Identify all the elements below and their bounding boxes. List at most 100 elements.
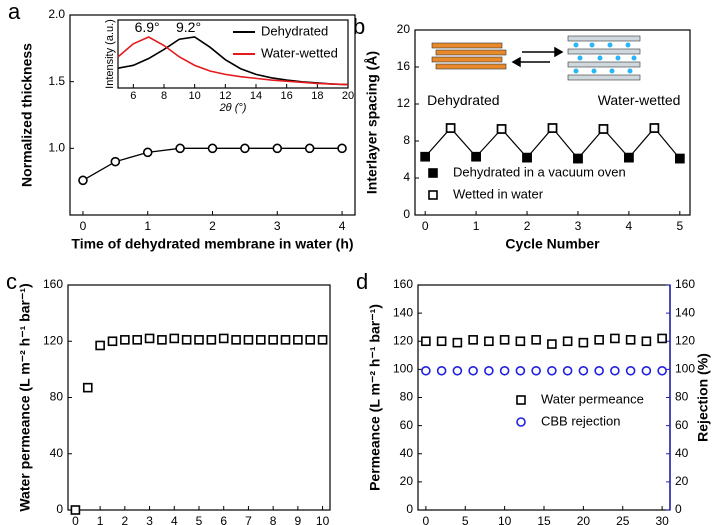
connector [552,127,579,159]
legend-marker [428,168,438,178]
x-tick-label: 10 [316,514,330,525]
marker [132,335,143,345]
marker [594,365,604,376]
x-tick-label: 6 [220,514,227,525]
marker [218,333,229,344]
marker [436,365,447,376]
connector [526,127,553,159]
panel-label: c [6,269,17,294]
x-tick-label: 14 [250,90,262,102]
y-tick-label: 1.5 [48,74,65,88]
y2-tick-label: 100 [675,362,695,376]
y2-tick-label: 40 [675,446,689,460]
marker [547,339,557,349]
marker [421,365,431,376]
x-tick-label: 8 [270,514,277,525]
marker [305,335,316,345]
marker [280,335,291,345]
marker [496,124,507,134]
marker [515,336,526,347]
y-tick-label: 4 [403,170,410,184]
marker [207,143,218,154]
legend-marker [428,190,438,200]
legend-label: Wetted in water [453,186,544,201]
marker [421,336,431,347]
marker [484,336,494,347]
x-axis-title: 2θ (°) [219,102,247,114]
x-tick-label: 0 [423,514,430,525]
y-tick-label: 80 [400,390,414,404]
marker [436,336,447,347]
y-tick-label: 0 [56,502,63,516]
marker [547,123,558,133]
y-tick-label: 100 [393,362,413,376]
legend-marker [516,395,526,405]
x-tick-label: 9 [295,514,302,525]
x-tick-label: 5 [676,219,683,233]
x-tick-label: 0 [72,514,79,525]
marker [169,333,180,344]
marker [610,365,620,376]
marker [578,365,589,376]
x-tick-label: 5 [196,514,203,525]
x-tick-label: 15 [537,514,551,525]
marker [181,335,192,345]
marker [625,335,636,345]
marker [120,335,130,345]
marker [499,365,510,376]
x-tick-label: 1 [144,219,151,233]
marker [468,365,478,376]
marker [78,175,88,186]
marker [70,505,81,515]
x-tick-label: 7 [245,514,252,525]
x-tick-label: 0 [422,219,429,233]
y2-tick-label: 20 [675,474,689,488]
marker [317,335,328,345]
annotation: 9.2° [176,19,201,35]
connector [628,127,655,159]
y-tick-label: 16 [397,59,411,73]
panel-label: a [8,0,21,24]
y-tick-label: 0 [403,207,410,221]
marker [657,365,667,376]
legend-label: Water permeance [541,391,644,406]
y2-tick-label: 0 [675,502,682,516]
annotation: Dehydrated [427,92,499,108]
y-tick-label: 140 [393,305,413,319]
y2-tick-label: 60 [675,418,689,432]
y2-tick-label: 140 [675,305,695,319]
marker [240,143,250,154]
marker [337,143,347,154]
x-tick-label: 2 [524,219,531,233]
y-tick-label: 0 [406,502,413,516]
x-tick-label: 3 [575,219,582,233]
y-tick-label: 8 [403,133,410,147]
marker [484,365,494,376]
marker [610,333,620,344]
x-tick-label: 1 [97,514,104,525]
marker [598,124,609,134]
marker [675,153,685,164]
x-tick-label: 10 [498,514,512,525]
x-tick-label: 4 [171,514,178,525]
y-tick-label: 20 [397,22,411,36]
line [82,147,343,181]
marker [531,335,541,345]
marker [562,336,573,347]
marker [82,382,93,393]
marker [268,335,278,345]
marker [649,123,660,133]
x-tick-label: 18 [311,90,323,102]
x-tick-label: 1 [473,219,480,233]
marker [562,365,573,376]
plot-frame [117,19,349,89]
y-tick-label: 120 [393,333,413,347]
marker [452,337,463,348]
x-tick-label: 30 [655,514,669,525]
y-tick-label: 2.0 [48,7,65,21]
marker [445,123,456,133]
x-tick-label: 25 [616,514,630,525]
legend-label: Water-wetted [261,45,338,60]
x-tick-label: 3 [274,219,281,233]
marker [531,365,541,376]
